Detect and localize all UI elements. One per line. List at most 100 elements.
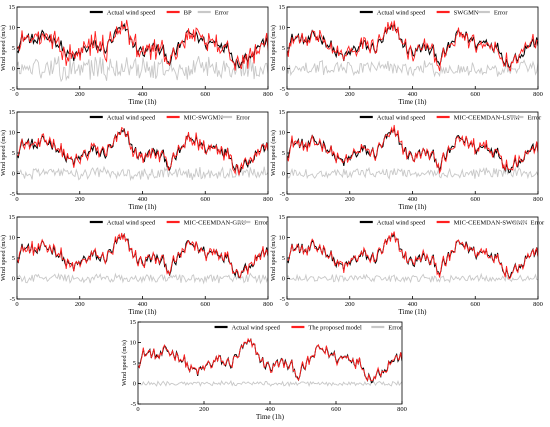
y-tick-label: 10: [279, 25, 286, 32]
x-tick-label: 600: [470, 196, 480, 203]
y-tick-label: 10: [279, 235, 286, 242]
series-lines: [17, 19, 268, 83]
series-lines: [17, 126, 268, 182]
legend-entry: The proposed model: [308, 324, 362, 331]
x-tick-label: 200: [199, 406, 209, 413]
plot-frame: [16, 111, 269, 195]
legend-entry: BP: [184, 9, 192, 16]
y-tick-label: 5: [282, 255, 285, 262]
x-tick-label: 200: [75, 91, 85, 98]
x-axis-label: Time (1h): [129, 203, 158, 211]
legend-entry: Error: [388, 324, 403, 331]
series-prediction-line: [17, 232, 268, 279]
legend: Actual wind speed MIC-CEEMDAN-GRU Error: [89, 219, 269, 226]
legend-entry: Error: [236, 114, 251, 121]
x-tick-label: 0: [15, 91, 18, 98]
x-tick-label: 400: [138, 196, 148, 203]
x-tick-label: 800: [263, 196, 273, 203]
x-tick-label: 600: [200, 301, 210, 308]
x-axis-label: Time (1h): [256, 413, 285, 421]
series-lines: [287, 124, 538, 180]
x-tick-label: 0: [15, 196, 18, 203]
plot-frame: [286, 216, 539, 300]
y-tick-label: 5: [12, 255, 15, 262]
x-tick-label: 200: [345, 301, 355, 308]
x-tick-label: 600: [331, 406, 341, 413]
x-axis-label: Time (1h): [129, 98, 158, 106]
series-error-line: [287, 59, 538, 78]
legend-entry: Actual wind speed: [107, 219, 156, 226]
legend-entry: Error: [527, 114, 542, 121]
y-tick-label: -5: [280, 191, 285, 198]
y-tick-label: 15: [279, 4, 286, 11]
y-tick-label: -5: [280, 296, 285, 303]
y-tick-label: -5: [10, 296, 15, 303]
x-tick-label: 400: [408, 91, 418, 98]
y-tick-label: 15: [9, 214, 16, 221]
x-tick-label: 200: [75, 196, 85, 203]
x-tick-label: 800: [533, 196, 543, 203]
legend: Actual wind speed MIC-SWGMN Error: [89, 114, 251, 121]
y-tick-label: 10: [9, 130, 16, 137]
series-prediction-line: [17, 19, 268, 71]
y-tick-label: 10: [9, 235, 16, 242]
x-axis-label: Time (1h): [399, 98, 428, 106]
legend-entry: Actual wind speed: [107, 9, 156, 16]
y-axis-label: Wind speed (m/s): [270, 235, 277, 281]
x-tick-label: 400: [138, 91, 148, 98]
y-tick-label: 15: [279, 214, 286, 221]
x-tick-label: 800: [263, 301, 273, 308]
y-axis-label: Wind speed (m/s): [0, 235, 7, 281]
y-tick-label: 0: [282, 276, 285, 283]
y-axis-label: Wind speed (m/s): [270, 25, 277, 71]
x-tick-label: 800: [397, 406, 407, 413]
series-actual-line: [138, 337, 402, 384]
x-tick-label: 600: [470, 301, 480, 308]
series-actual-line: [287, 127, 538, 174]
y-tick-label: 0: [12, 171, 15, 178]
x-tick-label: 800: [533, 301, 543, 308]
y-tick-label: 0: [133, 381, 136, 388]
y-tick-label: -5: [280, 86, 285, 93]
y-tick-label: 0: [282, 171, 285, 178]
x-tick-label: 0: [285, 301, 288, 308]
legend-entry: Actual wind speed: [377, 219, 426, 226]
x-tick-label: 400: [265, 406, 275, 413]
x-tick-label: 400: [408, 196, 418, 203]
y-axis-label: Wind speed (m/s): [0, 130, 7, 176]
y-tick-label: 15: [9, 109, 16, 116]
x-tick-label: 200: [345, 91, 355, 98]
legend: Actual wind speed MIC-CEEMDAN-SWGMN Error: [359, 219, 545, 226]
x-axis-label: Time (1h): [399, 203, 428, 211]
legend: Actual wind speed BP Error: [89, 9, 229, 16]
plot-frame: [286, 111, 539, 195]
series-actual-line: [17, 22, 268, 69]
legend-entry: MIC-CEEMDAN-GRU: [184, 219, 247, 226]
series-error-line: [17, 56, 268, 83]
y-tick-label: 5: [133, 360, 136, 367]
plot-frame: [16, 216, 269, 300]
y-axis-label: Wind speed (m/s): [0, 25, 7, 71]
series-prediction-line: [287, 20, 538, 72]
x-tick-label: 600: [200, 196, 210, 203]
series-error-line: [17, 165, 268, 182]
legend-entry: Error: [254, 219, 269, 226]
series-lines: [287, 20, 538, 78]
y-tick-label: 5: [12, 150, 15, 157]
y-tick-label: 5: [282, 45, 285, 52]
y-tick-label: 0: [12, 276, 15, 283]
series-prediction-line: [138, 337, 402, 382]
x-tick-label: 0: [136, 406, 139, 413]
legend-entry: Actual wind speed: [232, 324, 281, 331]
legend-entry: Error: [530, 219, 545, 226]
series-prediction-line: [287, 124, 538, 175]
series-prediction-line: [17, 126, 268, 176]
x-tick-label: 0: [285, 196, 288, 203]
y-tick-label: 0: [282, 66, 285, 73]
x-tick-label: 200: [345, 196, 355, 203]
